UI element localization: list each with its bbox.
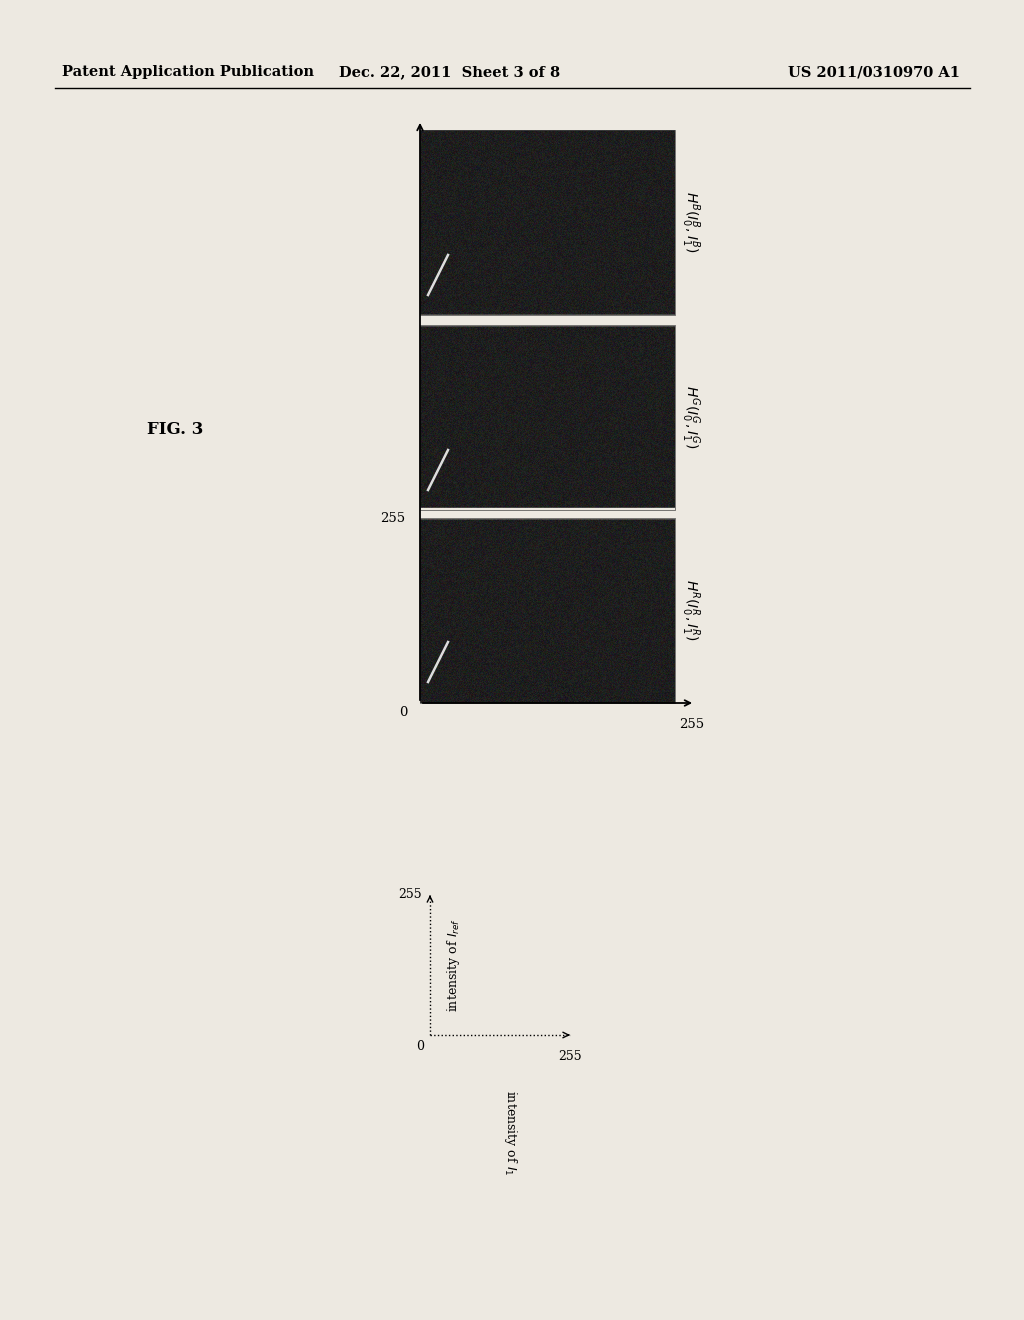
Text: 0: 0 bbox=[399, 705, 408, 718]
Text: Patent Application Publication: Patent Application Publication bbox=[62, 65, 314, 79]
Bar bbox=[420, 517, 675, 704]
Bar bbox=[420, 325, 675, 510]
Text: 0: 0 bbox=[416, 1040, 424, 1053]
Text: US 2011/0310970 A1: US 2011/0310970 A1 bbox=[788, 65, 961, 79]
Text: $H^{R}(I_{0}^{R}, I_{1}^{R})$: $H^{R}(I_{0}^{R}, I_{1}^{R})$ bbox=[679, 579, 701, 640]
Text: $H^{B}(I_{0}^{B}, I_{1}^{B})$: $H^{B}(I_{0}^{B}, I_{1}^{B})$ bbox=[679, 191, 701, 252]
Bar bbox=[420, 517, 675, 704]
Bar bbox=[420, 325, 675, 510]
Bar bbox=[420, 129, 675, 315]
Text: intensity of $I_{1}$: intensity of $I_{1}$ bbox=[502, 1090, 518, 1176]
Text: 255: 255 bbox=[680, 718, 705, 731]
Text: $H^{G}(I_{0}^{G}, I_{1}^{G})$: $H^{G}(I_{0}^{G}, I_{1}^{G})$ bbox=[679, 385, 701, 449]
Bar bbox=[420, 129, 675, 315]
Text: 255: 255 bbox=[380, 511, 406, 524]
Text: 255: 255 bbox=[398, 888, 422, 902]
Text: 255: 255 bbox=[558, 1049, 582, 1063]
Text: Dec. 22, 2011  Sheet 3 of 8: Dec. 22, 2011 Sheet 3 of 8 bbox=[339, 65, 560, 79]
Text: FIG. 3: FIG. 3 bbox=[146, 421, 203, 438]
Text: intensity of $I_{ref}$: intensity of $I_{ref}$ bbox=[445, 917, 462, 1012]
